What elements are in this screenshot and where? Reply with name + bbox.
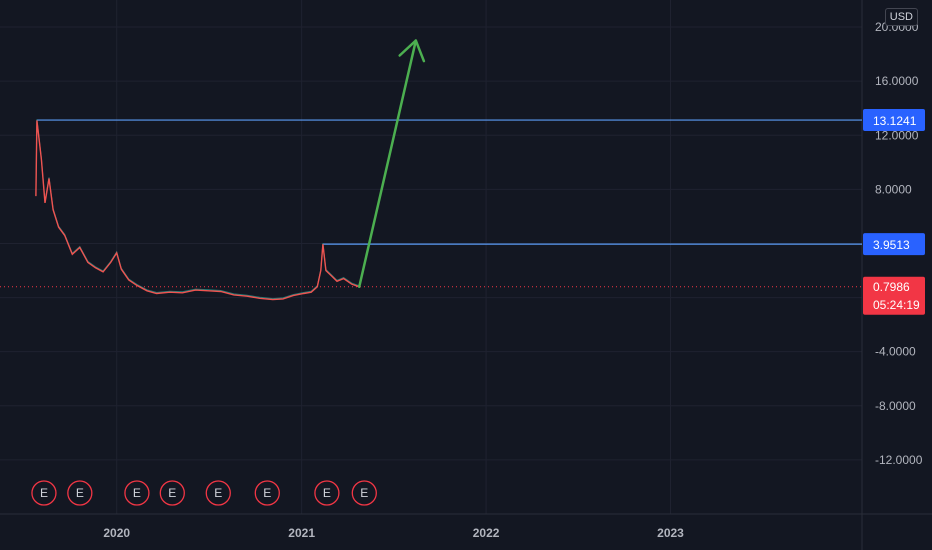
price-series-line: [35, 120, 360, 301]
earnings-marker-label: E: [168, 486, 176, 500]
price-labels-layer: 13.1241 3.9513 0.7986 05:24:19: [863, 109, 925, 315]
level-price-tag: [863, 233, 925, 256]
earnings-marker-label: E: [76, 486, 84, 500]
earnings-marker-label: E: [214, 486, 222, 500]
y-tick-label: 16.0000: [875, 74, 919, 88]
level-price-text: 13.1241: [873, 114, 917, 128]
earnings-marker: [159, 480, 185, 506]
x-tick-label: 2021: [288, 526, 315, 540]
earnings-marker: [351, 480, 377, 506]
y-tick-label: -12.0000: [875, 453, 923, 467]
trend-arrow-shaft: [358, 39, 418, 289]
earnings-marker-label: E: [263, 486, 271, 500]
earnings-marker-label: E: [360, 486, 368, 500]
earnings-marker: [31, 480, 57, 506]
arrow-layer: [358, 39, 426, 289]
currency-button[interactable]: USD: [884, 8, 918, 26]
countdown-text: 05:24:19: [873, 298, 920, 312]
series-layer: [35, 119, 360, 301]
level-price-tag: [863, 109, 925, 132]
x-tick-label: 2022: [473, 526, 500, 540]
earnings-marker: [254, 480, 280, 506]
grid-layer: [0, 0, 862, 514]
earnings-marker: [314, 480, 340, 506]
earnings-marker: [124, 480, 150, 506]
x-tick-label: 2023: [657, 526, 684, 540]
earnings-marker-label: E: [40, 486, 48, 500]
horizontal-lines-layer: [0, 119, 862, 288]
earnings-marker-label: E: [133, 486, 141, 500]
price-series-wick: [35, 119, 360, 300]
y-tick-label: 8.0000: [875, 182, 912, 196]
earnings-marker: [205, 480, 231, 506]
y-tick-label: 12.0000: [875, 128, 919, 142]
last-price-tag: [863, 276, 925, 315]
earnings-marker-label: E: [323, 486, 331, 500]
last-price-text: 0.7986: [873, 280, 910, 294]
trend-arrow-head: [398, 39, 426, 63]
earnings-marker: [67, 480, 93, 506]
x-tick-label: 2020: [103, 526, 130, 540]
y-tick-label: -4.0000: [875, 345, 916, 359]
y-tick-label: -8.0000: [875, 399, 916, 413]
level-price-text: 3.9513: [873, 238, 910, 252]
